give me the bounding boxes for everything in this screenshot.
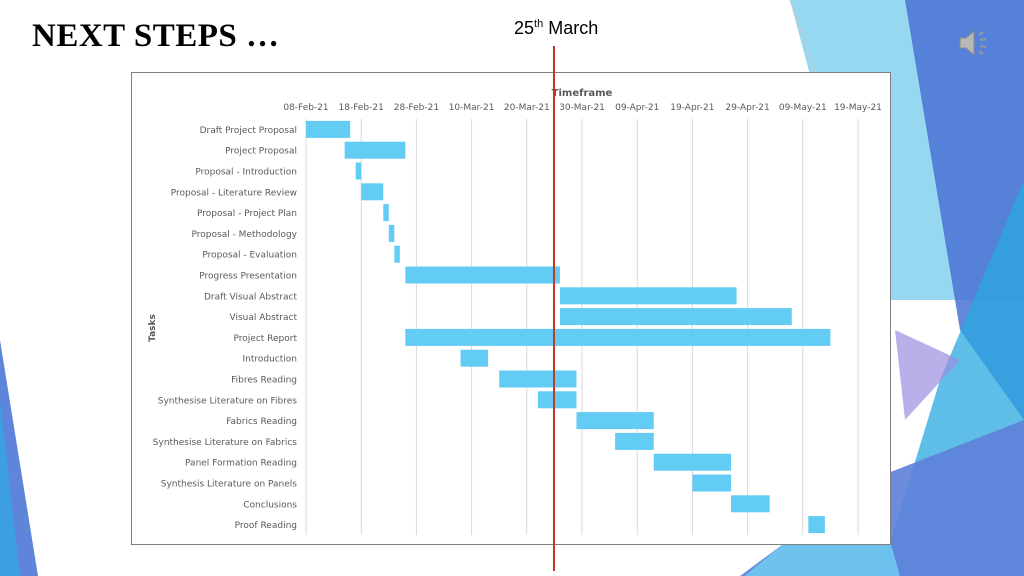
marker-date-month: March [543, 18, 599, 38]
x-tick-label: 18-Feb-21 [339, 103, 384, 113]
gridlines [305, 119, 859, 535]
task-bar [559, 287, 737, 305]
chart-title: Timeframe [552, 88, 613, 99]
task-bar [306, 120, 351, 138]
task-bars [306, 120, 831, 534]
task-bar [344, 141, 406, 159]
x-tick-label: 09-Apr-21 [615, 103, 659, 113]
task-label: Proposal - Literature Review [171, 188, 297, 198]
slide-title: NEXT STEPS … [32, 18, 280, 54]
task-label: Project Proposal [225, 147, 297, 157]
task-label: Proposal - Project Plan [197, 209, 297, 219]
task-bar [576, 412, 654, 430]
task-bar [460, 349, 489, 367]
task-bar [388, 224, 395, 242]
task-bar [499, 370, 577, 388]
task-bar [405, 328, 831, 346]
task-label: Proposal - Methodology [192, 230, 298, 240]
task-bar [383, 204, 389, 222]
task-bar [692, 474, 732, 492]
task-bar [808, 516, 825, 534]
task-label: Draft Visual Abstract [204, 292, 298, 302]
x-tick-label: 20-Mar-21 [504, 103, 550, 113]
speaker-icon-body [959, 29, 975, 57]
speaker-icon-wave [979, 38, 987, 41]
task-bar [394, 245, 400, 263]
x-tick-label: 10-Mar-21 [449, 103, 495, 113]
task-bar [405, 266, 560, 284]
task-label: Visual Abstract [229, 313, 297, 323]
x-tick-label: 30-Mar-21 [559, 103, 605, 113]
speaker-icon[interactable] [956, 26, 994, 60]
speaker-icon-wave [978, 50, 984, 55]
y-axis-title: Tasks [148, 314, 158, 342]
marker-date-suffix: th [534, 18, 544, 30]
task-bar [355, 162, 362, 180]
task-label: Conclusions [243, 500, 297, 510]
bg-shape-right-purple [895, 330, 960, 420]
marker-date-label: 25th March [514, 18, 598, 39]
task-bar [361, 183, 384, 201]
x-tick-label: 19-Apr-21 [670, 103, 714, 113]
task-bar [537, 391, 577, 409]
task-label: Project Report [234, 334, 298, 344]
x-tick-label: 28-Feb-21 [394, 103, 439, 113]
task-label: Synthesise Literature on Fabrics [153, 438, 298, 448]
x-tick-label: 29-Apr-21 [725, 103, 769, 113]
y-axis-labels: Draft Project Proposal Project Proposal P… [153, 126, 298, 531]
task-bar [559, 308, 792, 326]
x-tick-label: 19-May-21 [834, 103, 882, 113]
x-axis-ticks: 08-Feb-21 18-Feb-21 28-Feb-21 10-Mar-21 20-M… [283, 103, 882, 113]
task-label: Proposal - Evaluation [202, 251, 297, 261]
task-label: Draft Project Proposal [200, 126, 297, 136]
speaker-icon-wave [978, 31, 984, 36]
task-bar [653, 453, 732, 471]
bg-shape-left-bottom-light [0, 400, 20, 576]
task-label: Fabrics Reading [226, 417, 297, 427]
task-label: Synthesis Literature on Panels [161, 480, 298, 490]
speaker-icon-wave [979, 45, 987, 48]
current-date-marker [553, 46, 556, 571]
x-tick-label: 09-May-21 [779, 103, 827, 113]
marker-date-day: 25 [514, 18, 535, 38]
bg-line-top [789, 0, 816, 73]
task-bar [731, 495, 770, 513]
task-label: Progress Presentation [199, 272, 297, 282]
task-bar [615, 432, 654, 450]
task-label: Proposal - Introduction [195, 168, 297, 178]
x-tick-label: 08-Feb-21 [283, 103, 328, 113]
task-label: Synthesise Literature on Fibres [158, 396, 298, 406]
gantt-chart: Timeframe Tasks 08-Feb-21 18-Feb-21 28-Feb… [148, 88, 882, 535]
task-label: Panel Formation Reading [185, 459, 297, 469]
task-label: Fibres Reading [231, 376, 297, 386]
task-label: Proof Reading [235, 521, 297, 531]
task-label: Introduction [242, 355, 297, 365]
